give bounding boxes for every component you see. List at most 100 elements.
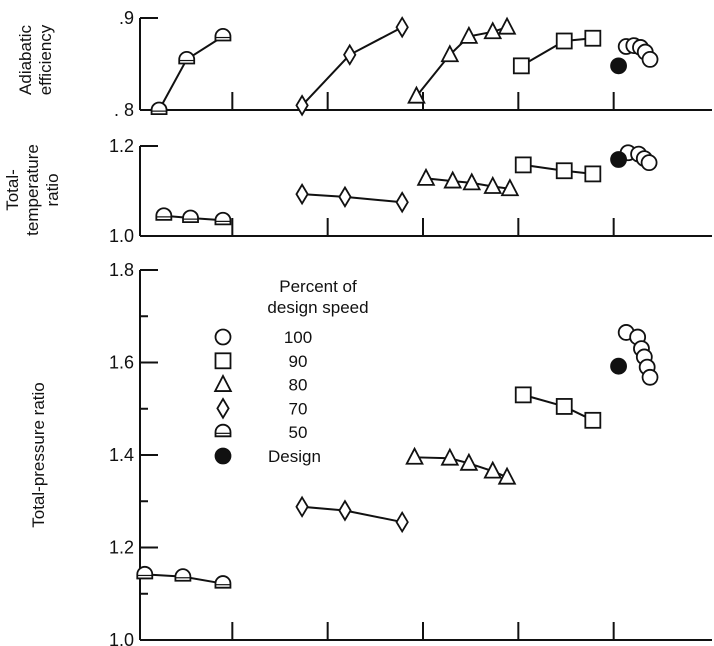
panel-temperature: 1.2 1.0 Total-temperatureratio [3, 136, 712, 246]
data-point-diamond [343, 43, 357, 66]
series-design [610, 57, 627, 75]
data-point-triangle [459, 25, 479, 44]
y-tick-label: 1.2 [109, 136, 134, 156]
data-point-triangle [405, 446, 424, 465]
y-axis-label-line: Total-pressure ratio [29, 382, 48, 528]
data-point-triangle [497, 466, 517, 485]
legend-marker-filled-circle [214, 447, 232, 465]
data-point-D-shape [182, 209, 199, 224]
series-50 [155, 207, 232, 226]
data-point-square [512, 57, 530, 75]
y-tick-label: 1.2 [109, 538, 134, 558]
legend: Percent of design speed 100 90 80 70 50 Design [213, 277, 369, 466]
series-curve [302, 193, 403, 204]
data-point-diamond [338, 499, 352, 522]
data-point-circle [641, 368, 659, 386]
data-point-diamond [395, 510, 409, 534]
series-90 [514, 386, 602, 429]
y-tick-label: . 8 [114, 100, 134, 120]
y-axis-label-line: temperature [23, 144, 42, 236]
y-tick-label: 1.0 [109, 226, 134, 246]
series-80 [405, 446, 517, 485]
data-point-diamond [338, 185, 352, 208]
y-axis-label-line: Total- [3, 169, 22, 211]
legend-label: 70 [289, 399, 308, 418]
data-point-triangle [407, 85, 426, 104]
legend-title: Percent of [279, 277, 357, 296]
data-point-diamond [295, 94, 309, 117]
series-100 [617, 37, 659, 68]
data-point-triangle [440, 44, 460, 63]
series-design [610, 357, 627, 375]
series-curve [301, 505, 403, 524]
series-curve [158, 35, 224, 111]
data-point-circle [641, 51, 659, 68]
data-point-square [555, 32, 573, 50]
legend-marker-square [214, 352, 232, 370]
series-100 [617, 324, 659, 386]
data-point-circle [640, 154, 658, 172]
data-point-triangle [440, 447, 460, 466]
y-axis-label-line: ratio [43, 173, 62, 206]
y-tick-label: 1.8 [109, 260, 134, 280]
data-point-D-shape [174, 568, 192, 582]
panels: .9 . 8 Adiabaticefficiency 1.2 1.0 Total-temp… [3, 8, 712, 646]
data-point-D-shape [136, 566, 154, 580]
data-point-diamond [295, 495, 309, 518]
y-tick-label: .9 [119, 8, 134, 28]
y-axis-label: Total-temperatureratio [3, 144, 62, 236]
legend-marker-D-shape [214, 423, 232, 438]
y-axis-label-line: Adiabatic [16, 25, 35, 95]
series-80 [407, 16, 517, 104]
data-point-square [584, 165, 602, 183]
data-point-filled-circle [610, 357, 627, 375]
series-70 [295, 495, 409, 534]
data-point-diamond [395, 191, 409, 214]
data-point-D-shape [214, 575, 232, 589]
data-point-triangle [483, 21, 503, 40]
data-point-diamond [395, 16, 409, 39]
series-80 [416, 167, 520, 197]
series-50 [150, 28, 232, 116]
data-point-triangle [462, 172, 482, 191]
legend-label: 100 [284, 328, 312, 347]
y-tick-label: 1.0 [109, 630, 134, 646]
data-point-triangle [497, 16, 517, 35]
data-point-triangle [483, 175, 503, 194]
legend-label: Design [268, 447, 321, 466]
series-70 [295, 183, 409, 214]
data-point-triangle [443, 170, 463, 189]
panel-efficiency: .9 . 8 Adiabaticefficiency [16, 8, 712, 120]
data-point-D-shape [214, 28, 232, 42]
y-axis-label: Adiabaticefficiency [16, 24, 55, 95]
y-axis-label-line: efficiency [36, 24, 55, 95]
series-70 [295, 16, 409, 117]
data-point-square [514, 386, 532, 404]
data-point-square [584, 411, 602, 429]
legend-label: 90 [289, 352, 308, 371]
data-point-square [584, 29, 602, 47]
y-tick-label: 1.4 [109, 445, 134, 465]
data-point-filled-circle [610, 151, 627, 168]
data-point-filled-circle [610, 57, 627, 75]
data-point-D-shape [155, 207, 173, 221]
data-point-triangle [483, 460, 503, 479]
data-point-triangle [416, 167, 436, 186]
series-design [610, 151, 627, 168]
data-point-diamond [295, 183, 309, 206]
panel-pressure: 1.8 1.6 1.4 1.2 1.0 Total-pressure ratio [29, 260, 712, 646]
data-point-D-shape [150, 101, 168, 116]
legend-marker-circle [214, 328, 232, 346]
data-point-triangle [459, 452, 479, 471]
data-point-D-shape [214, 211, 232, 226]
series-50 [136, 566, 232, 589]
data-point-triangle [500, 178, 520, 197]
legend-marker-diamond [216, 397, 230, 420]
data-point-square [514, 156, 532, 174]
y-axis-label: Total-pressure ratio [29, 382, 48, 528]
y-tick-label: 1.6 [109, 353, 134, 373]
data-point-square [555, 398, 573, 415]
data-point-D-shape [178, 51, 196, 65]
series-90 [512, 29, 602, 75]
